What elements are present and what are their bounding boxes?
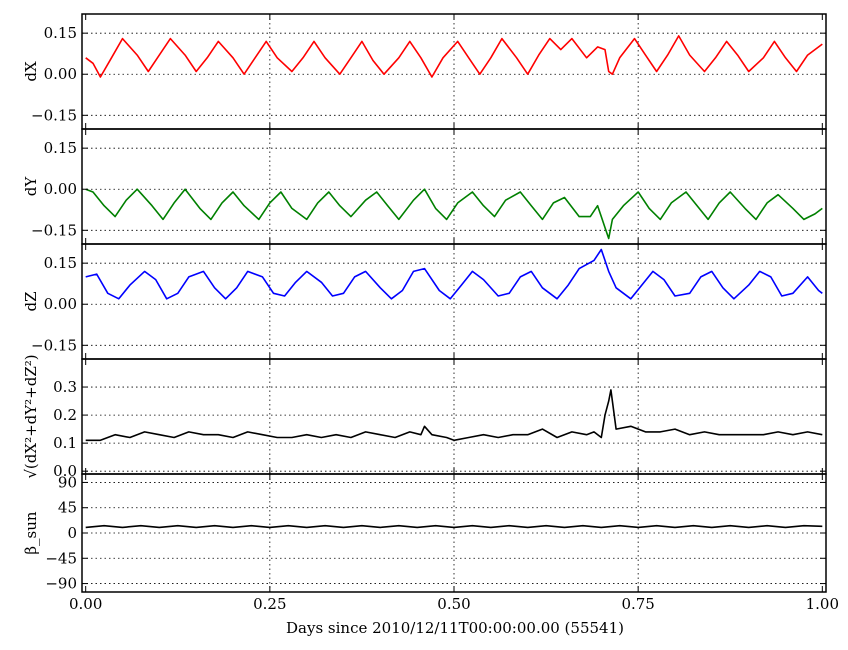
y-axis-label-3: dZ bbox=[22, 291, 40, 311]
series-line-2 bbox=[85, 188, 823, 240]
y-axis-label-5: β_sun bbox=[22, 511, 40, 555]
y-tick-label: −45 bbox=[45, 549, 77, 567]
y-tick-label: 0.1 bbox=[53, 434, 77, 452]
series-line-4 bbox=[85, 389, 823, 442]
panel-4: 0.0 0.1 0.2 0.3 √(dX²+dY²+dZ²) bbox=[22, 354, 827, 480]
y-tick-label: 0.15 bbox=[44, 254, 77, 272]
y-axis-label-1: dX bbox=[22, 61, 40, 82]
y-tick-label: 0.2 bbox=[53, 406, 77, 424]
y-tick-label: 0.00 bbox=[44, 295, 77, 313]
y-tick-label: −0.15 bbox=[31, 221, 77, 239]
y-tick-label: 0.15 bbox=[44, 24, 77, 42]
panel-5: −90 −45 0 45 90 β_sun bbox=[22, 473, 827, 593]
series-line-1 bbox=[85, 35, 823, 78]
y-tick-label: 0.0 bbox=[53, 462, 77, 480]
y-tick-label: 0 bbox=[67, 524, 77, 542]
x-tick-label: 0.25 bbox=[253, 595, 286, 613]
x-tick-label: 0.75 bbox=[621, 595, 654, 613]
panel-1: −0.15 0.00 0.15 dX bbox=[22, 13, 827, 130]
y-tick-label: 0.00 bbox=[44, 180, 77, 198]
y-axis-label-4: √(dX²+dY²+dZ²) bbox=[22, 354, 40, 478]
y-tick-label: 0.15 bbox=[44, 139, 77, 157]
y-tick-label: −0.15 bbox=[31, 336, 77, 354]
x-tick-label: 0.50 bbox=[437, 595, 470, 613]
y-tick-label: −90 bbox=[45, 575, 77, 593]
x-axis-label: Days since 2010/12/11T00:00:00.00 (55541… bbox=[286, 619, 624, 637]
series-line-3 bbox=[85, 248, 823, 300]
panel-frame bbox=[81, 128, 827, 245]
y-tick-label: −0.15 bbox=[31, 106, 77, 124]
y-tick-label: 0.00 bbox=[44, 65, 77, 83]
panel-frame bbox=[81, 358, 827, 475]
y-tick-label: 90 bbox=[58, 473, 77, 491]
y-tick-label: 0.3 bbox=[53, 378, 77, 396]
x-axis: 0.00 0.25 0.50 0.75 1.00 bbox=[69, 595, 839, 613]
x-tick-label: 1.00 bbox=[806, 595, 839, 613]
panel-2: −0.15 0.00 0.15 dY bbox=[22, 128, 827, 245]
y-tick-label: 45 bbox=[58, 499, 77, 517]
panels: −0.150.000.15dX−0.150.000.15dY−0.150.000… bbox=[22, 13, 827, 593]
y-axis-label-2: dY bbox=[22, 176, 40, 197]
series-line-5 bbox=[85, 524, 823, 529]
panel-frame bbox=[81, 243, 827, 360]
panel-frame bbox=[81, 13, 827, 130]
x-tick-label: 0.00 bbox=[69, 595, 102, 613]
panel-3: −0.15 0.00 0.15 dZ bbox=[22, 243, 827, 360]
